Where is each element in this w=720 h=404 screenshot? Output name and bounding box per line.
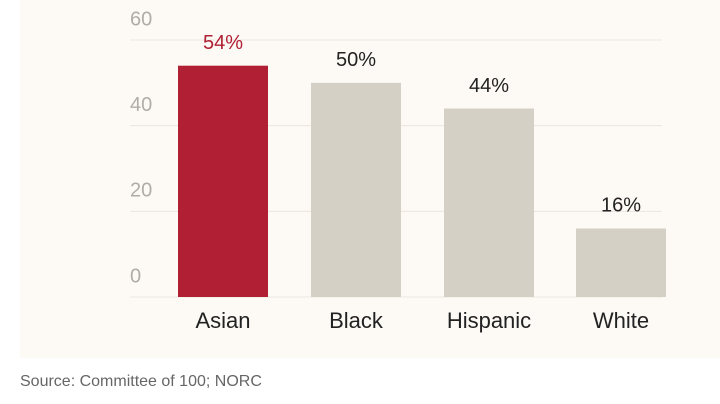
bar <box>178 65 268 297</box>
value-label: 50% <box>336 49 376 71</box>
bar <box>444 108 534 298</box>
value-label: 44% <box>469 75 509 97</box>
x-tick-label: Asian <box>195 308 250 333</box>
x-tick-label: Black <box>329 308 384 333</box>
bar <box>311 82 401 297</box>
x-tick-label: White <box>593 308 649 333</box>
source-note: Source: Committee of 100; NORC <box>20 373 262 390</box>
y-tick-label: 0 <box>130 265 141 287</box>
value-label: 16% <box>601 195 641 217</box>
value-label: 54% <box>203 32 243 54</box>
bar <box>576 228 666 297</box>
y-tick-label: 40 <box>130 94 152 116</box>
x-tick-label: Hispanic <box>447 308 531 333</box>
y-tick-label: 20 <box>130 180 152 202</box>
y-tick-label: 60 <box>130 8 152 30</box>
